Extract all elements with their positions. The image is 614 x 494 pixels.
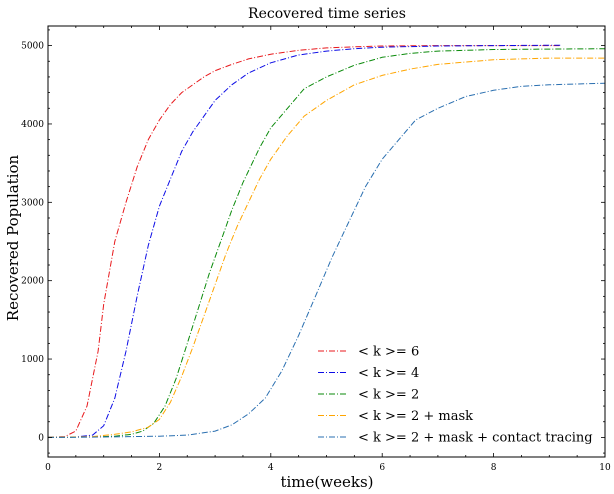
x-tick-label: 0 <box>45 463 51 473</box>
legend-label-0: < k >= 6 <box>358 345 419 360</box>
series-line-2 <box>47 48 606 438</box>
legend: < k >= 6 < k >= 4 < k >= 2 < k >= 2 + mask <… <box>318 345 593 446</box>
series-line-3 <box>47 57 605 438</box>
legend-label-4: < k >= 2 + mask + contact tracing <box>358 431 593 446</box>
y-axis-label: Recovered Population <box>4 154 22 321</box>
series-line-4 <box>47 82 606 438</box>
x-tick-label: 2 <box>157 463 163 473</box>
legend-label-2: < k >= 2 <box>358 388 419 403</box>
plot-lines <box>47 44 606 438</box>
chart-title: Recovered time series <box>248 6 406 22</box>
y-tick-label: 5000 <box>21 42 44 52</box>
y-tick-label: 4000 <box>21 120 44 130</box>
x-axis-label: time(weeks) <box>280 473 373 491</box>
x-ticks: 0 2 4 6 8 10 <box>45 26 611 473</box>
x-tick-label: 8 <box>491 463 497 473</box>
series-line-1 <box>47 44 561 438</box>
legend-label-1: < k >= 4 <box>358 366 419 381</box>
y-tick-label: 2000 <box>21 277 44 287</box>
legend-label-3: < k >= 2 + mask <box>358 409 473 424</box>
y-ticks: 0 1000 2000 3000 4000 5000 <box>21 29 605 454</box>
plot-frame <box>47 25 606 458</box>
x-tick-label: 4 <box>268 463 274 473</box>
y-tick-label: 0 <box>38 433 44 443</box>
x-tick-label: 6 <box>379 463 385 473</box>
y-tick-label: 3000 <box>21 198 44 208</box>
series-line-0 <box>47 45 561 438</box>
x-tick-label: 10 <box>599 463 611 473</box>
y-tick-label: 1000 <box>21 355 44 365</box>
